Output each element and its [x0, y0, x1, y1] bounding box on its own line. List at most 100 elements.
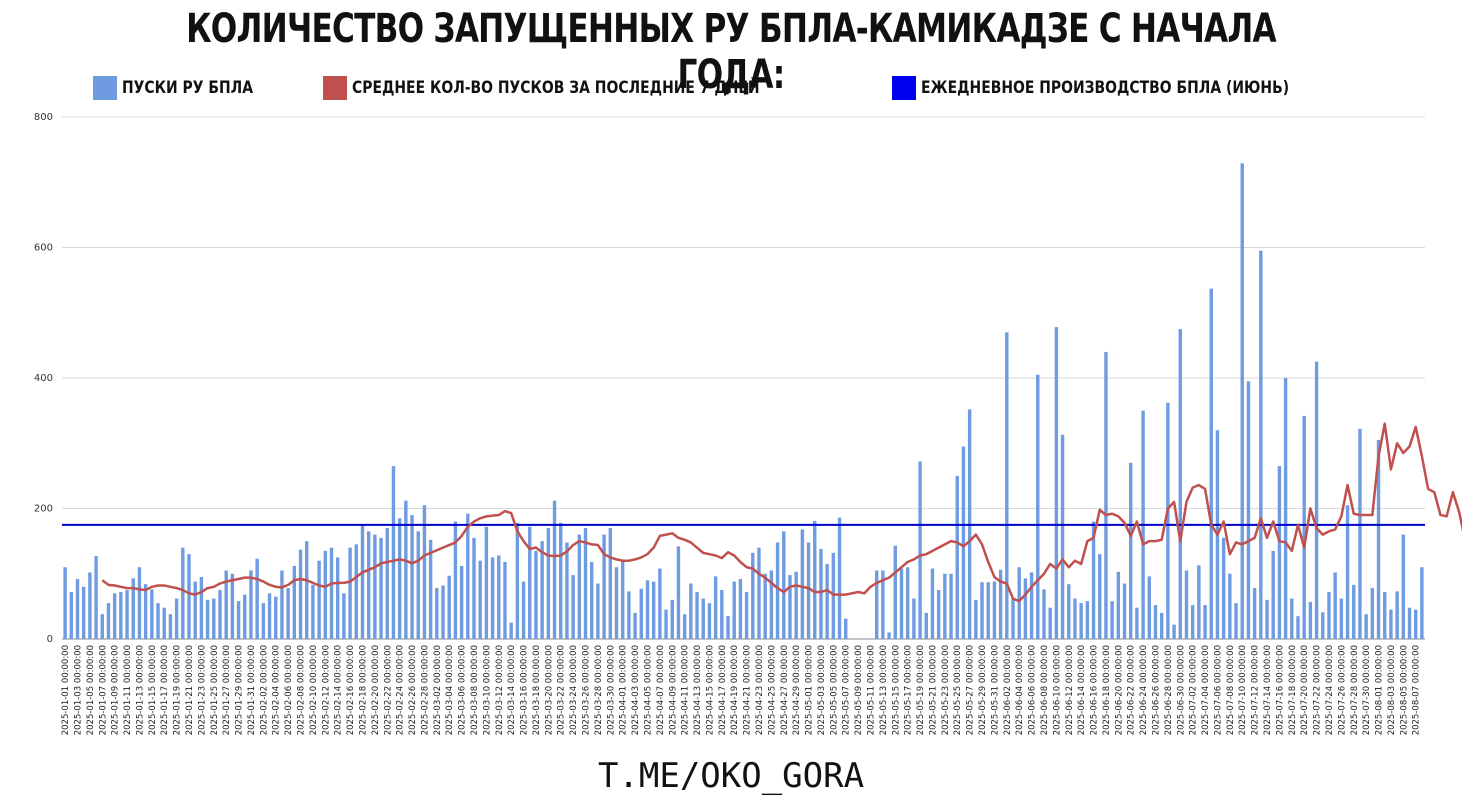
bar — [88, 572, 92, 639]
bar — [590, 562, 594, 639]
x-tick-label: 2025-02-16 00:00:00 — [346, 645, 356, 735]
bar — [912, 598, 916, 639]
bar — [1178, 329, 1182, 639]
legend-label-average: СРЕДНЕЕ КОЛ-ВО ПУСКОВ ЗА ПОСЛЕДНИЕ 7 ДНЕ… — [352, 78, 761, 98]
x-tick-label: 2025-07-18 00:00:00 — [1288, 645, 1298, 735]
bar — [385, 528, 389, 639]
legend-swatch-average — [323, 76, 348, 100]
legend-label-launches: ПУСКИ РУ БПЛА — [121, 78, 253, 98]
bar — [1376, 439, 1381, 639]
bar — [335, 557, 340, 639]
bar — [651, 581, 656, 639]
bar — [769, 570, 774, 639]
x-tick-label: 2025-07-12 00:00:00 — [1251, 645, 1261, 735]
bar — [701, 598, 705, 639]
x-tick-label: 2025-02-06 00:00:00 — [284, 645, 294, 735]
bar — [664, 609, 668, 639]
y-tick-label: 600 — [34, 243, 53, 254]
bar — [744, 592, 749, 639]
bar — [366, 531, 371, 639]
x-tick-label: 2025-04-15 00:00:00 — [705, 645, 715, 735]
bar — [1116, 571, 1121, 639]
x-tick-label: 2025-04-05 00:00:00 — [643, 645, 653, 735]
bar — [552, 500, 557, 639]
bar — [230, 573, 235, 639]
bar — [162, 607, 166, 639]
bar — [243, 594, 247, 639]
x-tick-label: 2025-02-22 00:00:00 — [383, 645, 393, 735]
bar — [1029, 572, 1034, 639]
bar — [924, 612, 928, 639]
bar — [949, 573, 953, 639]
bar — [602, 534, 606, 639]
bar — [639, 588, 643, 639]
x-tick-label: 2025-05-29 00:00:00 — [978, 645, 988, 735]
x-tick-label: 2025-02-08 00:00:00 — [297, 645, 307, 735]
bar — [1327, 592, 1331, 639]
average-line-layer — [101, 422, 1462, 603]
bar — [1420, 567, 1424, 639]
x-tick-label: 2025-01-19 00:00:00 — [173, 645, 183, 735]
bar — [775, 542, 780, 639]
x-tick-label: 2025-01-25 00:00:00 — [210, 645, 220, 735]
x-tick-label: 2025-07-26 00:00:00 — [1337, 645, 1347, 735]
x-tick-label: 2025-04-27 00:00:00 — [780, 645, 790, 735]
bar — [1352, 584, 1356, 639]
bar — [286, 588, 290, 639]
bar — [379, 537, 383, 639]
bar — [81, 586, 86, 639]
bar — [193, 581, 197, 639]
x-tick-label: 2025-08-07 00:00:00 — [1412, 645, 1422, 735]
bar — [620, 559, 625, 639]
bar — [1277, 466, 1282, 639]
x-tick-label: 2025-01-09 00:00:00 — [111, 645, 121, 735]
bar — [94, 556, 98, 639]
bar — [212, 598, 216, 639]
bar — [936, 590, 941, 639]
bar — [986, 582, 990, 639]
bar — [676, 546, 681, 639]
bar — [819, 548, 823, 639]
bar — [1098, 554, 1102, 639]
bar — [899, 568, 904, 639]
bar — [515, 522, 520, 639]
x-tick-label: 2025-02-14 00:00:00 — [334, 645, 344, 735]
x-tick-label: 2025-01-15 00:00:00 — [148, 645, 158, 735]
x-tick-label: 2025-06-22 00:00:00 — [1127, 645, 1137, 735]
bar — [980, 582, 984, 639]
bar — [1302, 415, 1306, 639]
bar — [670, 599, 674, 639]
bar — [1023, 578, 1028, 639]
x-tick-label: 2025-06-24 00:00:00 — [1139, 645, 1149, 735]
bar — [1190, 605, 1195, 639]
x-tick-label: 2025-06-12 00:00:00 — [1065, 645, 1075, 735]
bar — [583, 528, 588, 639]
bar — [174, 598, 179, 639]
x-tick-label: 2025-03-30 00:00:00 — [606, 645, 616, 735]
bar — [478, 560, 482, 639]
bar — [800, 529, 805, 639]
x-tick-label: 2025-07-22 00:00:00 — [1313, 645, 1323, 735]
bar — [441, 585, 445, 639]
bar — [1153, 605, 1158, 639]
bar — [974, 599, 978, 639]
bar — [131, 578, 135, 639]
bar — [404, 500, 408, 639]
bar — [69, 592, 73, 639]
bar — [100, 614, 104, 639]
x-tick-label: 2025-06-28 00:00:00 — [1164, 645, 1174, 735]
bar — [391, 466, 396, 639]
bar — [1308, 601, 1313, 639]
bar — [1005, 332, 1009, 639]
bar — [1091, 521, 1096, 639]
bar — [930, 568, 935, 639]
y-tick-label: 0 — [47, 634, 53, 645]
x-tick-label: 2025-03-26 00:00:00 — [582, 645, 592, 735]
bar — [1042, 589, 1046, 639]
bar — [1209, 288, 1213, 639]
bar — [459, 565, 464, 639]
bar — [1252, 588, 1257, 639]
bar — [521, 581, 526, 639]
bar — [1085, 601, 1090, 639]
x-tick-label: 2025-04-13 00:00:00 — [693, 645, 703, 735]
